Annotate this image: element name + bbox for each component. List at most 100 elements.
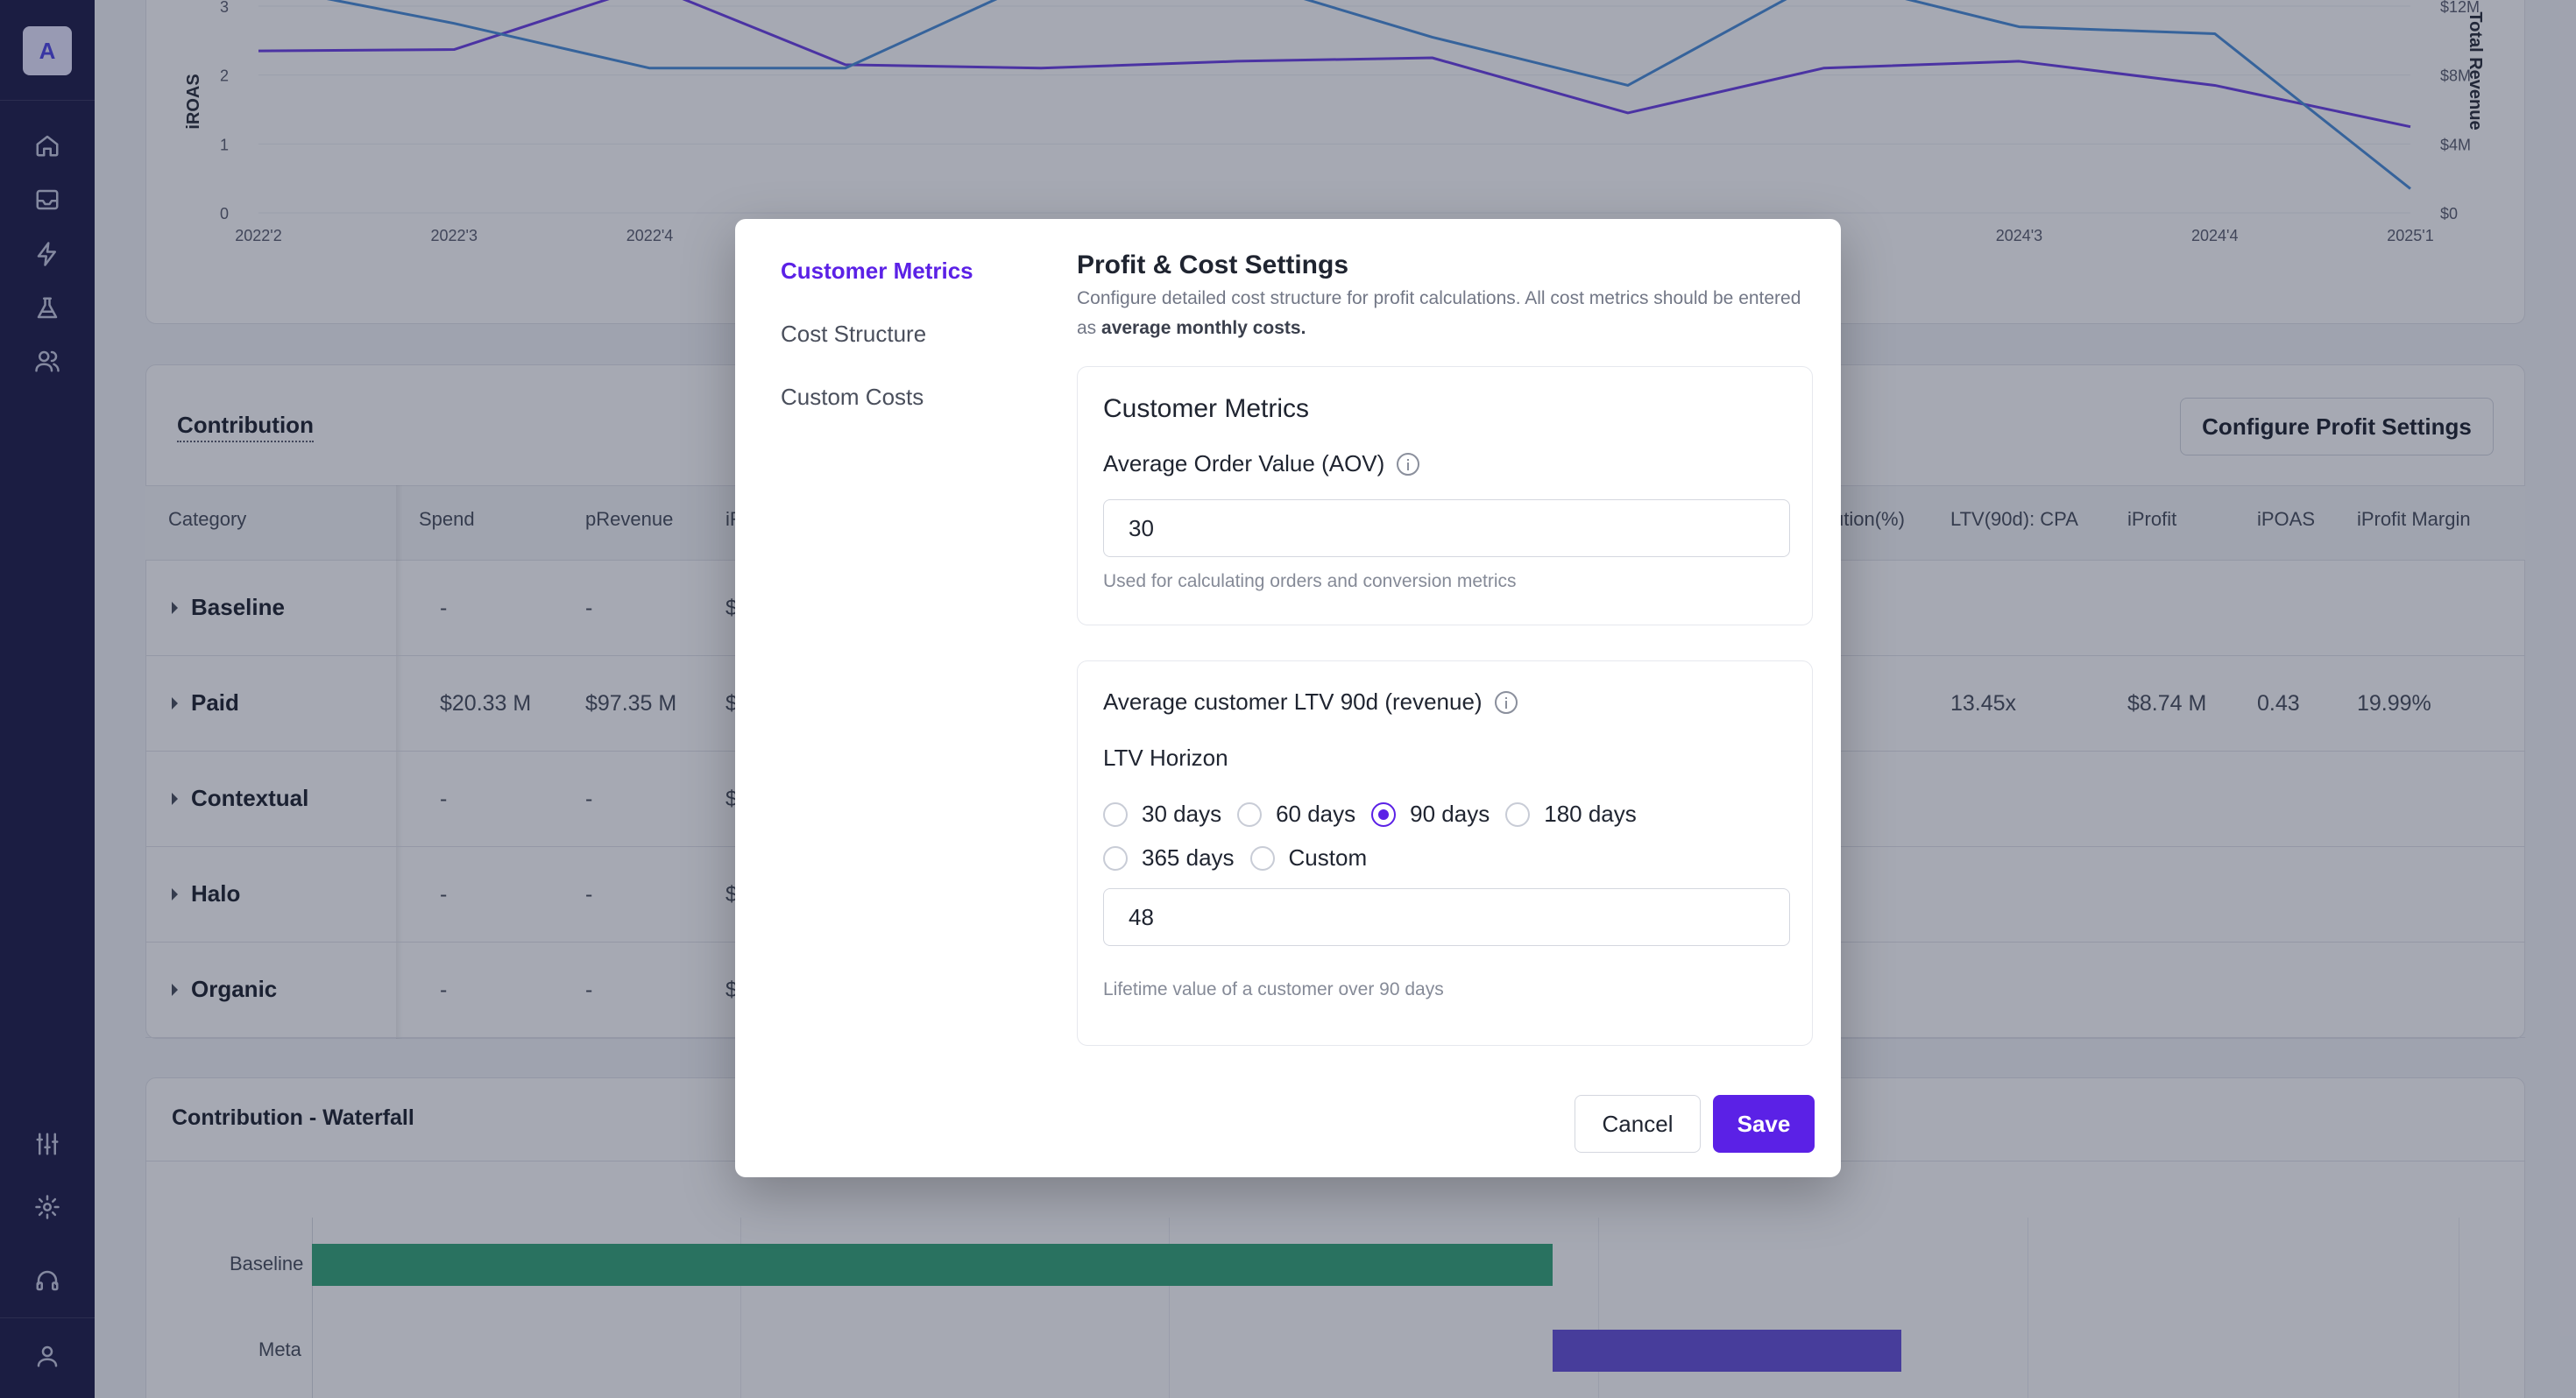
home-icon[interactable] — [32, 130, 63, 161]
waterfall-bar-baseline — [312, 1244, 1553, 1286]
waterfall-title: Contribution - Waterfall — [172, 1105, 414, 1130]
save-button[interactable]: Save — [1713, 1095, 1815, 1153]
cell-partial: $ — [725, 882, 738, 907]
cancel-button[interactable]: Cancel — [1575, 1095, 1701, 1153]
x-tick: 2022'4 — [626, 227, 674, 244]
radio-dot[interactable] — [1505, 801, 1531, 827]
caret-right-icon[interactable] — [172, 602, 178, 614]
modal-description-bold: average monthly costs. — [1101, 318, 1306, 338]
aov-label-text: Average Order Value (AOV) — [1103, 450, 1385, 477]
row-label-paid[interactable]: Paid — [191, 689, 239, 716]
sidebar-divider — [0, 1317, 95, 1318]
radio-label: 180 days — [1544, 801, 1637, 827]
radio-custom[interactable]: Custom — [1249, 844, 1368, 872]
y-right-tick: $8M — [2440, 67, 2471, 85]
cell-spend: - — [440, 978, 448, 1002]
configure-profit-settings-button[interactable]: Configure Profit Settings — [2180, 398, 2494, 455]
waterfall-bar-meta — [1553, 1330, 1901, 1372]
ltv-horizon-label: LTV Horizon — [1103, 745, 1228, 772]
gear-icon[interactable] — [32, 1191, 63, 1223]
radio-dot[interactable] — [1237, 801, 1263, 827]
cell-iprofit_margin: 19.99% — [2357, 691, 2431, 716]
caret-right-icon[interactable] — [172, 793, 178, 805]
radio-180-days[interactable]: 180 days — [1505, 801, 1637, 828]
radio-label: 90 days — [1410, 801, 1490, 827]
col-prevenue[interactable]: pRevenue — [585, 508, 674, 530]
nav-custom-costs[interactable]: Custom Costs — [781, 384, 924, 410]
waterfall-gridline — [740, 1218, 741, 1398]
cell-spend: - — [440, 596, 448, 620]
flask-icon[interactable] — [32, 293, 63, 324]
x-tick: 2022'2 — [235, 227, 282, 244]
info-icon[interactable] — [1494, 690, 1518, 714]
y-right-tick: $0 — [2440, 205, 2458, 222]
cell-partial: $ — [725, 691, 738, 716]
waterfall-label-baseline: Baseline — [230, 1253, 304, 1274]
workspace-logo[interactable]: A — [23, 26, 72, 75]
cell-partial: $ — [725, 978, 738, 1002]
row-label-halo[interactable]: Halo — [191, 880, 241, 907]
y-right-tick: $4M — [2440, 136, 2471, 153]
cell-partial: $ — [725, 787, 738, 811]
cell-prevenue: $97.35 M — [585, 691, 677, 716]
headset-icon[interactable] — [32, 1265, 63, 1296]
aov-label: Average Order Value (AOV) — [1103, 450, 1420, 477]
ltv-hint: Lifetime value of a customer over 90 day… — [1103, 979, 1444, 999]
y-left-tick: 1 — [220, 136, 229, 153]
users-icon[interactable] — [32, 345, 63, 377]
cell-prevenue: - — [585, 978, 593, 1002]
cell-spend: - — [440, 882, 448, 907]
nav-cost-structure[interactable]: Cost Structure — [781, 321, 927, 347]
radio-90-days[interactable]: 90 days — [1371, 801, 1490, 828]
caret-right-icon[interactable] — [172, 984, 178, 996]
col-iprofit-margin[interactable]: iProfit Margin — [2357, 508, 2471, 530]
cell-spend: $20.33 M — [440, 691, 532, 716]
row-label-contextual[interactable]: Contextual — [191, 785, 309, 811]
ltv-horizon-radio-row: 30 days 60 days 90 days 180 days — [1103, 801, 1652, 828]
ltv-horizon-radio-row: 365 days Custom — [1103, 844, 1383, 872]
radio-dot-selected[interactable] — [1371, 801, 1397, 827]
radio-dot[interactable] — [1103, 845, 1128, 871]
iroas-revenue-chart: 0 1 2 3 $0 $4M $8M $12M iROAS Total Revenue 2022'2… — [184, 0, 2485, 244]
customer-metrics-section — [1077, 366, 1813, 625]
info-icon[interactable] — [1397, 452, 1420, 476]
radio-dot[interactable] — [1249, 845, 1275, 871]
col-category[interactable]: Category — [168, 508, 247, 530]
radio-365-days[interactable]: 365 days — [1103, 844, 1235, 872]
ltv-label-text: Average customer LTV 90d (revenue) — [1103, 688, 1483, 715]
lightning-icon[interactable] — [32, 238, 63, 270]
section-title: Customer Metrics — [1103, 394, 1310, 423]
row-label-baseline[interactable]: Baseline — [191, 594, 285, 620]
ltv-section — [1077, 660, 1813, 1046]
col-attribution[interactable]: ution(%) — [1833, 508, 1905, 530]
col-ltv-cpa[interactable]: LTV(90d): CPA — [1950, 508, 2078, 530]
col-ipoas[interactable]: iPOAS — [2257, 508, 2316, 530]
radio-label: 30 days — [1142, 801, 1222, 827]
col-iprofit[interactable]: iProfit — [2127, 508, 2177, 530]
row-label-organic[interactable]: Organic — [191, 976, 278, 1002]
radio-30-days[interactable]: 30 days — [1103, 801, 1221, 828]
modal-title: Profit & Cost Settings — [1077, 251, 1349, 279]
ltv-input[interactable]: 48 — [1103, 888, 1790, 946]
col-spend[interactable]: Spend — [419, 508, 475, 530]
x-tick: 2024'4 — [2191, 227, 2239, 244]
radio-label: 60 days — [1276, 801, 1356, 827]
nav-customer-metrics[interactable]: Customer Metrics — [781, 258, 973, 284]
contribution-title[interactable]: Contribution — [177, 412, 314, 442]
modal-description-text: Configure detailed cost structure for pr… — [1077, 288, 1801, 338]
waterfall-axis — [312, 1218, 313, 1398]
radio-dot[interactable] — [1103, 801, 1128, 827]
sliders-icon[interactable] — [32, 1128, 63, 1160]
inbox-icon[interactable] — [32, 184, 63, 215]
user-icon[interactable] — [32, 1340, 63, 1372]
cell-prevenue: - — [585, 596, 593, 620]
radio-label: Custom — [1288, 844, 1368, 871]
modal-description: Configure detailed cost structure for pr… — [1077, 284, 1813, 343]
caret-right-icon[interactable] — [172, 888, 178, 900]
cell-ltv_cpa: 13.45x — [1950, 691, 2017, 716]
caret-right-icon[interactable] — [172, 697, 178, 710]
cell-prevenue: - — [585, 882, 593, 907]
aov-hint: Used for calculating orders and conversi… — [1103, 571, 1517, 591]
aov-input[interactable]: 30 — [1103, 499, 1790, 557]
radio-60-days[interactable]: 60 days — [1237, 801, 1355, 828]
